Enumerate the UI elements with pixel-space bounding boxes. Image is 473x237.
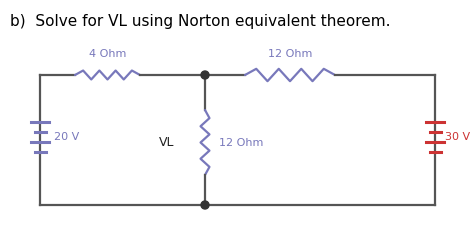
- Text: 20 V: 20 V: [54, 132, 79, 142]
- Text: 12 Ohm: 12 Ohm: [219, 137, 263, 147]
- Text: VL: VL: [159, 136, 175, 149]
- Text: b)  Solve for VL using Norton equivalent theorem.: b) Solve for VL using Norton equivalent …: [10, 14, 391, 29]
- Text: 30 V: 30 V: [445, 132, 470, 142]
- Text: 4 Ohm: 4 Ohm: [89, 49, 126, 59]
- Circle shape: [201, 201, 209, 209]
- Text: 12 Ohm: 12 Ohm: [268, 49, 312, 59]
- Circle shape: [201, 71, 209, 79]
